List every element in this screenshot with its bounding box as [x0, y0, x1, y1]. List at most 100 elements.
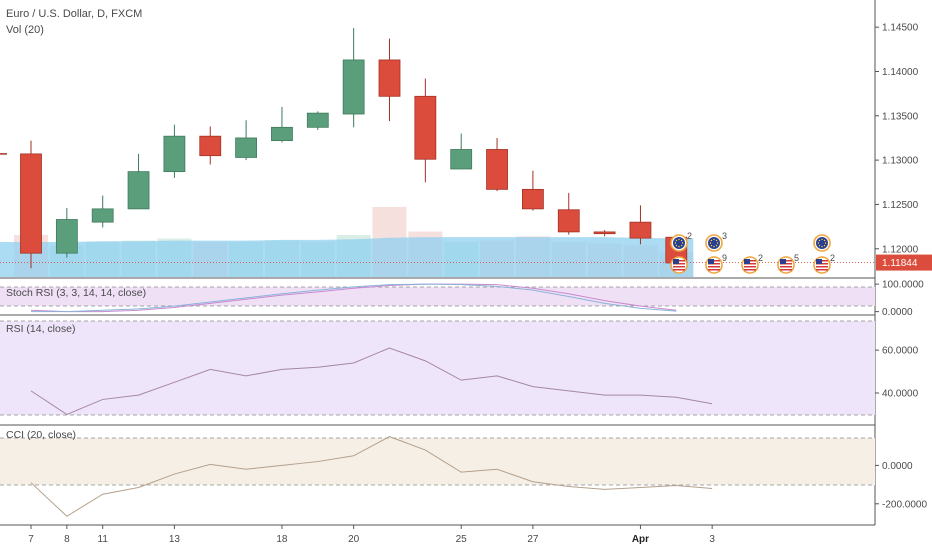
eu-star-icon: [674, 242, 677, 244]
stoch-rsi-line: [30, 283, 677, 313]
stoch-rsi-tick-label: 100.0000: [882, 280, 924, 291]
event-count: 2: [830, 253, 835, 263]
rsi-band: [0, 321, 875, 415]
candle[interactable]: [522, 170, 544, 211]
us-stripe-icon: [673, 266, 685, 268]
event-count: 2: [687, 231, 692, 241]
candle[interactable]: [55, 207, 78, 258]
candle-body: [163, 135, 186, 173]
candle[interactable]: [629, 205, 652, 245]
candle-body: [306, 112, 329, 128]
candle[interactable]: [91, 195, 114, 228]
eu-star-icon: [713, 238, 715, 241]
us-canton-icon: [708, 259, 714, 264]
eu-star-icon: [824, 242, 827, 244]
cci-tick-label: -200.0000: [882, 499, 927, 510]
candle[interactable]: [557, 192, 580, 235]
candle-body: [486, 149, 508, 190]
candle[interactable]: [271, 106, 293, 143]
axis-layer: 1.12000 1.12500 1.13000 1.13500 1.14000 1.145…: [28, 23, 932, 545]
eu-star-icon: [821, 245, 823, 248]
us-canton-icon: [744, 259, 750, 264]
candle-body: [378, 59, 401, 97]
eu-star-icon: [715, 239, 718, 242]
eu-star-icon: [817, 242, 820, 244]
eu-star-icon: [675, 244, 678, 247]
stoch-rsi-line: [31, 283, 677, 313]
us-stripe-icon: [708, 269, 720, 271]
rsi-tick-label: 40.0000: [882, 389, 919, 400]
stoch-rsi-tick-label: 0.0000: [882, 307, 913, 318]
candle[interactable]: [342, 28, 365, 128]
current-price-label: 1.11844: [882, 258, 918, 269]
candle-body: [55, 219, 78, 254]
candle[interactable]: [20, 140, 42, 269]
time-tick-label: 8: [64, 534, 70, 545]
candle[interactable]: [127, 153, 150, 210]
eu-star-icon: [709, 242, 712, 244]
event-count: 2: [758, 253, 763, 263]
event-layer[interactable]: 2 3 9 2 5 2: [670, 231, 835, 274]
us-stripe-icon: [673, 269, 685, 271]
eu-star-icon: [818, 239, 821, 242]
price-tick-label: 1.12500: [882, 200, 919, 211]
eu-event-icon[interactable]: 2: [670, 231, 692, 252]
candle-body: [629, 221, 652, 239]
chart-title: Euro / U.S. Dollar, D, FXCM: [6, 8, 142, 20]
candle[interactable]: [306, 111, 329, 130]
eu-star-icon: [818, 244, 821, 247]
rsi-tick-label: 60.0000: [882, 346, 919, 357]
eu-star-icon: [716, 242, 719, 244]
candle[interactable]: [235, 120, 258, 161]
time-tick-label: 11: [98, 534, 109, 545]
time-tick-label: 20: [348, 534, 360, 545]
candle[interactable]: [450, 133, 473, 170]
eu-event-icon[interactable]: 3: [705, 231, 727, 252]
event-count: 3: [722, 231, 727, 241]
us-stripe-icon: [816, 269, 828, 271]
current-price-tag: [876, 254, 932, 271]
candle[interactable]: [486, 137, 508, 192]
time-tick-label: 3: [709, 534, 715, 545]
us-event-icon[interactable]: 5: [777, 253, 799, 274]
candle[interactable]: [593, 230, 616, 237]
eu-star-icon: [680, 239, 683, 242]
candle[interactable]: [163, 124, 186, 178]
candle-body: [271, 126, 293, 142]
event-count: 9: [722, 253, 727, 263]
candle-body: [414, 95, 437, 160]
candle-body: [450, 149, 473, 170]
us-event-icon[interactable]: [670, 256, 688, 274]
us-event-icon[interactable]: 2: [813, 253, 835, 274]
candle[interactable]: [378, 38, 401, 122]
cci-tick-label: 0.0000: [882, 461, 913, 472]
candle-body: [557, 209, 580, 233]
price-tick-label: 1.14000: [882, 67, 919, 78]
stoch-rsi-title: Stoch RSI (3, 3, 14, 14, close): [6, 287, 146, 299]
us-stripe-icon: [708, 266, 720, 268]
rsi-line: [30, 347, 713, 415]
rsi-title: RSI (14, close): [6, 323, 75, 335]
candle[interactable]: [199, 126, 222, 165]
candle-body: [199, 135, 222, 157]
us-event-icon[interactable]: 9: [705, 253, 727, 274]
event-count: 5: [794, 253, 799, 263]
candle[interactable]: [414, 78, 437, 183]
cci-band: [0, 438, 875, 485]
eu-star-icon: [678, 245, 680, 248]
eu-star-icon: [823, 239, 826, 242]
time-tick-label: 27: [527, 534, 539, 545]
eu-event-icon[interactable]: [813, 234, 831, 252]
price-tick-label: 1.13500: [882, 111, 919, 122]
eu-star-icon: [710, 239, 713, 242]
eu-star-icon: [821, 238, 823, 241]
us-canton-icon: [816, 259, 822, 264]
us-event-icon[interactable]: 2: [741, 253, 763, 274]
eu-star-icon: [713, 245, 715, 248]
eu-star-icon: [675, 239, 678, 242]
candle-body: [522, 188, 544, 210]
candle-layer: [0, 28, 875, 269]
us-stripe-icon: [744, 269, 756, 271]
price-tick-label: 1.14500: [882, 23, 919, 34]
